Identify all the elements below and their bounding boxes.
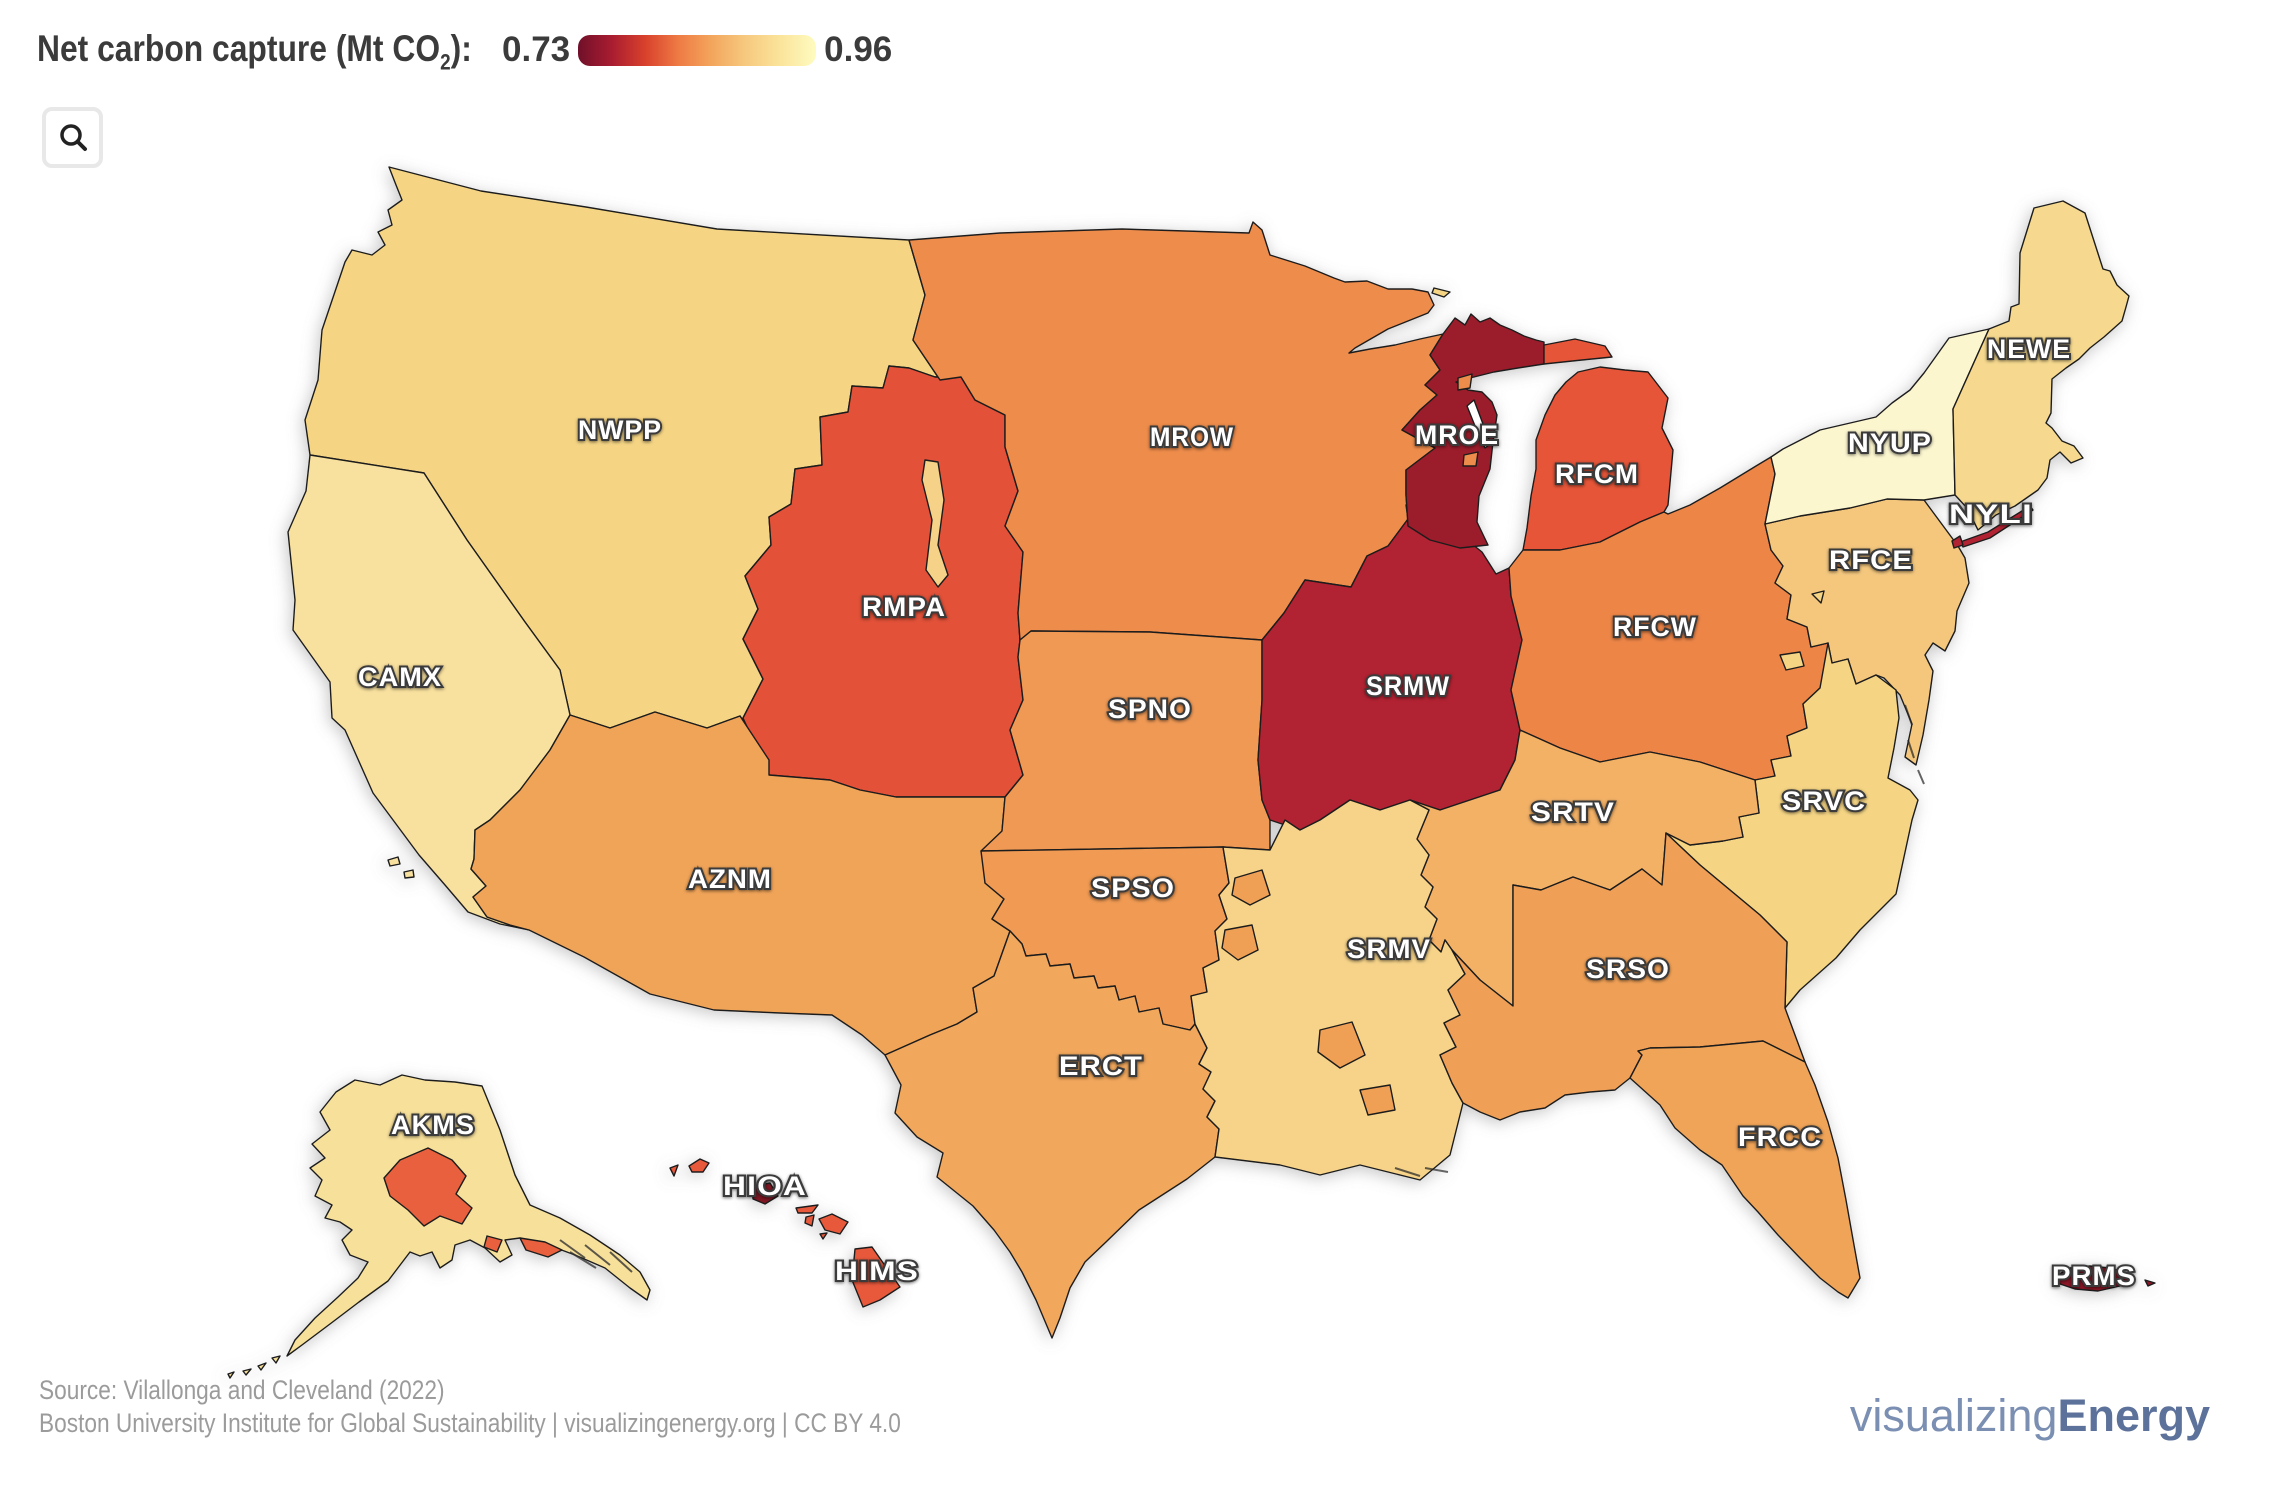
svg-text:RFCM: RFCM	[1555, 459, 1639, 489]
svg-text:AZNM: AZNM	[688, 864, 772, 894]
svg-text:SRTV: SRTV	[1531, 797, 1615, 827]
svg-text:NYLI: NYLI	[1949, 499, 2033, 529]
svg-text:NWPP: NWPP	[578, 415, 662, 445]
svg-text:RFCW: RFCW	[1613, 612, 1697, 642]
svg-text:SPNO: SPNO	[1108, 694, 1192, 724]
svg-text:HIMS: HIMS	[835, 1256, 919, 1286]
svg-text:PRMS: PRMS	[2052, 1261, 2136, 1291]
svg-text:NEWE: NEWE	[1987, 334, 2071, 364]
svg-text:FRCC: FRCC	[1738, 1122, 1822, 1152]
svg-text:RFCE: RFCE	[1829, 545, 1913, 575]
svg-text:ERCT: ERCT	[1059, 1051, 1143, 1081]
svg-text:NYUP: NYUP	[1848, 428, 1932, 458]
svg-text:RMPA: RMPA	[862, 592, 946, 622]
svg-text:AKMS: AKMS	[391, 1110, 475, 1140]
svg-text:MROE: MROE	[1415, 420, 1499, 450]
svg-text:CAMX: CAMX	[358, 662, 442, 692]
svg-text:SRSO: SRSO	[1586, 954, 1670, 984]
svg-text:HIOA: HIOA	[723, 1171, 807, 1201]
svg-text:SRVC: SRVC	[1782, 786, 1866, 816]
svg-text:SPSO: SPSO	[1091, 873, 1175, 903]
svg-text:SRMW: SRMW	[1366, 671, 1450, 701]
svg-text:MROW: MROW	[1150, 422, 1234, 452]
svg-text:SRMV: SRMV	[1347, 934, 1431, 964]
